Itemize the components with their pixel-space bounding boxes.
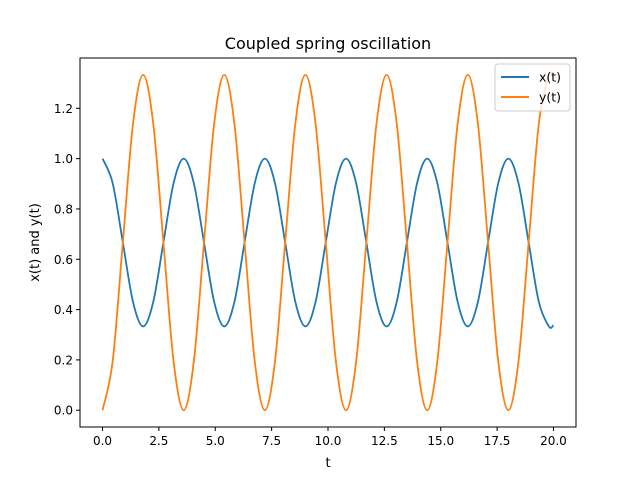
x-tick-label: 15.0 — [427, 434, 454, 448]
y-tick-label: 0.6 — [54, 253, 73, 267]
x-tick-label: 5.0 — [206, 434, 225, 448]
legend-box — [494, 63, 571, 112]
series-line-x — [101, 157, 555, 329]
y-tick-label: 1.2 — [54, 102, 73, 116]
x-tick-label: 7.5 — [262, 434, 281, 448]
y-tick-label: 0.2 — [54, 353, 73, 367]
x-tick-label: 10.0 — [315, 434, 342, 448]
plot-area — [79, 57, 577, 428]
x-tick-label: 20.0 — [540, 434, 567, 448]
legend-label-y: y(t) — [539, 90, 561, 105]
x-ticks: 0.0 2.5 5.0 7.5 10.0 12.5 15.0 17.5 20.0 — [93, 427, 567, 448]
series-layer — [101, 71, 555, 412]
series-line-y — [101, 71, 555, 412]
y-axis-label: x(t) and y(t) — [28, 203, 43, 282]
axes-background — [80, 58, 576, 427]
y-tick-label: 0.8 — [54, 202, 73, 216]
y-tick-label: 0.0 — [54, 404, 73, 418]
legend: x(t) y(t) — [494, 63, 571, 112]
x-tick-label: 2.5 — [149, 434, 168, 448]
x-tick-label: 17.5 — [484, 434, 511, 448]
y-ticks: 0.0 0.2 0.4 0.6 0.8 1.0 1.2 — [54, 102, 80, 418]
y-tick-label: 1.0 — [54, 152, 73, 166]
x-tick-label: 12.5 — [371, 434, 398, 448]
x-axis-label: t — [325, 456, 330, 471]
legend-label-x: x(t) — [539, 70, 561, 85]
x-tick-label: 0.0 — [93, 434, 112, 448]
y-tick-label: 0.4 — [54, 303, 73, 317]
chart-title: Coupled spring oscillation — [225, 34, 431, 53]
